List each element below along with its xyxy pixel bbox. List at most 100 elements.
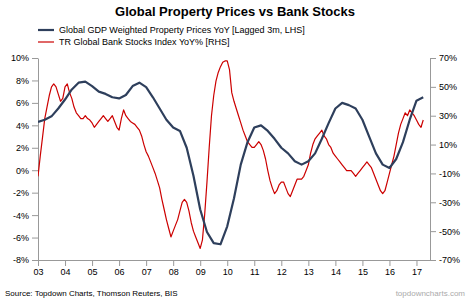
tick-mark [416, 260, 417, 266]
tick-label: 0% [16, 166, 29, 176]
legend-swatch [38, 29, 54, 31]
tick-label: 03 [33, 267, 43, 277]
tick: 14 [331, 260, 341, 277]
tick-mark [32, 215, 38, 216]
tick: 07 [142, 260, 152, 277]
tick-mark [32, 193, 38, 194]
tick-label: 14 [331, 267, 341, 277]
tick-label: 11 [250, 267, 259, 277]
tick-label: 6% [16, 98, 29, 108]
tick-mark [389, 260, 390, 266]
tick: 4% [16, 121, 38, 131]
tick-label: 10% [11, 53, 29, 63]
legend-swatch [38, 41, 54, 42]
tick-mark [430, 202, 436, 203]
tick-mark [32, 238, 38, 239]
tick-mark [281, 260, 282, 266]
axis-domain [38, 59, 39, 261]
tick-label: 12 [277, 267, 287, 277]
tick-mark [362, 260, 363, 266]
tick: -6% [13, 233, 38, 243]
tick-mark [227, 260, 228, 266]
tick: 10% [11, 53, 38, 63]
tick-mark [38, 260, 39, 266]
tick: -70% [430, 255, 460, 265]
tick-label: -4% [13, 210, 29, 220]
tick-label: 04 [61, 267, 71, 277]
tick: 10 [223, 260, 233, 277]
tick-mark [430, 87, 436, 88]
tick-label: 8% [16, 76, 29, 86]
tick-mark [32, 103, 38, 104]
title: Global Property Prices vs Bank Stocks [115, 4, 355, 19]
tick-label: -6% [13, 233, 29, 243]
tick-label: -8% [13, 255, 29, 265]
tick-mark [200, 260, 201, 266]
tick-mark [32, 58, 38, 59]
tick-label: 05 [88, 267, 98, 277]
y2-axis: -70% -50% -30% -10% 10% 30% 50% 70% [430, 53, 460, 265]
tick-mark [430, 173, 436, 174]
tick: 08 [169, 260, 179, 277]
tick-mark [430, 231, 436, 232]
legend-label: Global GDP Weighted Property Prices YoY … [59, 25, 305, 35]
legend: Global GDP Weighted Property Prices YoY … [38, 25, 305, 47]
tick-label: 30% [439, 111, 457, 121]
tick-label: -70% [439, 255, 460, 265]
tick: 70% [430, 53, 457, 63]
tick-label: 4% [16, 121, 29, 131]
tick: -50% [430, 227, 460, 237]
tick: 2% [16, 143, 38, 153]
watermark: topdowncharts.com [396, 289, 466, 298]
tick: -2% [13, 188, 38, 198]
tick-mark [254, 260, 255, 266]
tick-label: 15 [358, 267, 368, 277]
tick: 17 [412, 260, 422, 277]
tick: 15 [358, 260, 368, 277]
tick-mark [335, 260, 336, 266]
tick-label: 70% [439, 53, 457, 63]
tick-label: 07 [142, 267, 152, 277]
x-axis: 030405060708091011121314151617 [33, 260, 430, 277]
tick-label: 13 [304, 267, 314, 277]
tick-label: -30% [439, 198, 460, 208]
tick: 16 [385, 260, 395, 277]
legend-label: TR Global Bank Stocks Index YoY% [RHS] [59, 37, 230, 47]
tick-label: 2% [16, 143, 29, 153]
tick: 04 [61, 260, 71, 277]
tick: 8% [16, 76, 38, 86]
tick: 50% [430, 82, 457, 92]
tick: 10% [430, 140, 457, 150]
tick-mark [430, 260, 436, 261]
y-axis: -8% -6% -4% -2% 0% 2% 4% 6% 8% 10% [11, 53, 39, 265]
tick: 13 [304, 260, 314, 277]
tick-mark [65, 260, 66, 266]
chart: 030405060708091011121314151617-8%-6%-4%-… [0, 0, 470, 300]
tick-mark [173, 260, 174, 266]
tick-label: -10% [439, 169, 460, 179]
tick-mark [92, 260, 93, 266]
series-line [38, 61, 423, 249]
tick-mark [32, 125, 38, 126]
tick: -8% [13, 255, 38, 265]
tick-mark [32, 148, 38, 149]
tick-label: 50% [439, 82, 457, 92]
tick: 06 [115, 260, 125, 277]
tick: 0% [16, 166, 38, 176]
source-note: Source: Topdown Charts, Thomson Reuters,… [5, 289, 178, 298]
tick-label: 06 [115, 267, 125, 277]
tick: -30% [430, 198, 460, 208]
tick: 6% [16, 98, 38, 108]
tick: 11 [250, 260, 259, 277]
tick-mark [146, 260, 147, 266]
tick-label: -50% [439, 227, 460, 237]
legend-item: TR Global Bank Stocks Index YoY% [RHS] [38, 37, 230, 47]
tick-mark [32, 170, 38, 171]
tick-label: 10 [223, 267, 233, 277]
tick-mark [119, 260, 120, 266]
tick-label: -2% [13, 188, 29, 198]
tick-mark [430, 58, 436, 59]
axis-domain [430, 59, 431, 261]
series-line [38, 82, 423, 245]
tick-label: 10% [439, 140, 457, 150]
